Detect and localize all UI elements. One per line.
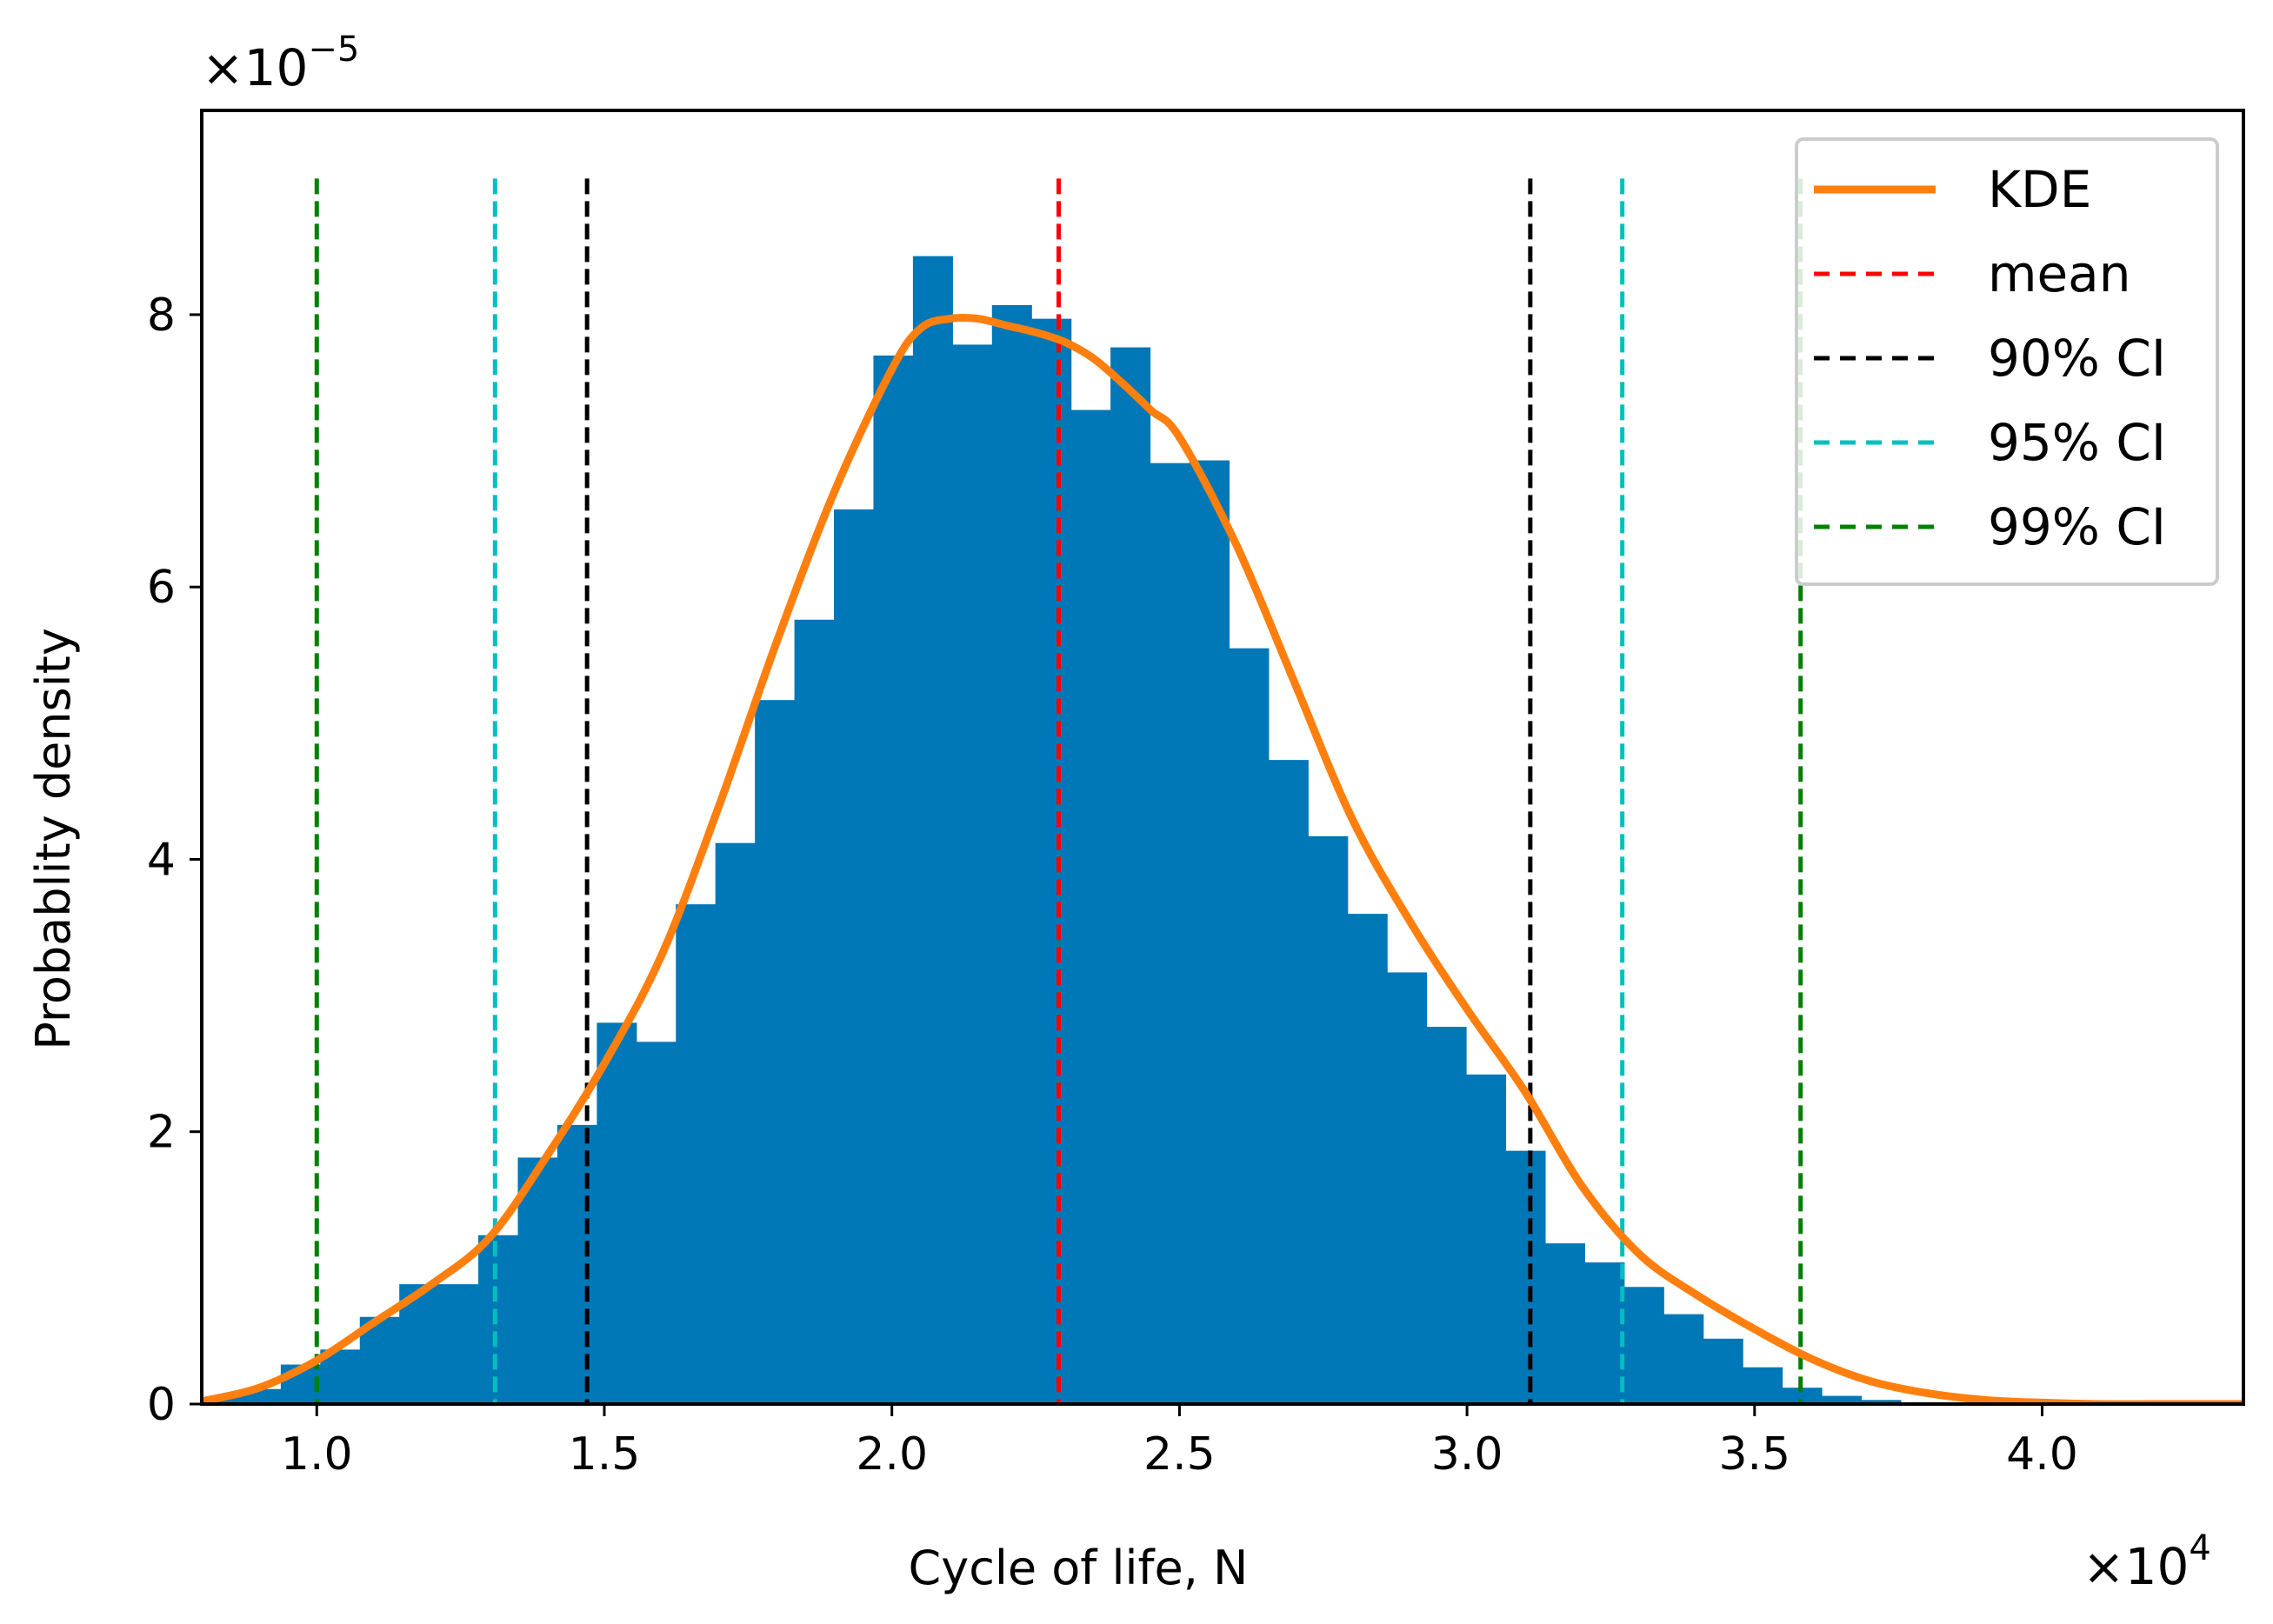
histogram-bar	[1347, 914, 1388, 1404]
histogram-bar	[1268, 760, 1309, 1404]
x-scale-factor: ×104	[2083, 1528, 2211, 1596]
histogram-bar	[912, 256, 953, 1404]
x-scale-exponent: 4	[2189, 1528, 2210, 1568]
legend: KDE mean 90% CI 95% CI 99% CI	[1795, 137, 2219, 586]
histogram-bar	[1031, 318, 1072, 1404]
y-tick-label: 6	[147, 562, 176, 614]
histogram-bar	[636, 1042, 677, 1404]
x-scale-base: ×10	[2083, 1537, 2189, 1596]
histogram-bar	[1150, 463, 1190, 1404]
histogram-bar	[1466, 1074, 1507, 1404]
y-scale-exponent: −5	[308, 30, 359, 70]
histogram-bar	[1782, 1388, 1823, 1404]
y-tick-label: 4	[147, 834, 176, 886]
histogram-bar	[1544, 1243, 1585, 1404]
x-axis-ticks: 1.0 1.5 2.0 2.5 3.0 3.5 4.0	[281, 1404, 2078, 1481]
histogram-bar	[1821, 1395, 1863, 1404]
x-tick-label: 2.5	[1143, 1428, 1216, 1481]
x-tick-label: 2.0	[856, 1428, 928, 1481]
histogram-bar	[1189, 460, 1230, 1404]
y-scale-base: ×10	[202, 38, 308, 97]
histogram-bar	[834, 509, 875, 1404]
histogram-bar	[1110, 347, 1151, 1404]
histogram-bar	[1703, 1338, 1743, 1404]
y-axis-ticks: 0 2 4 6 8	[147, 290, 202, 1431]
histogram-bar	[952, 344, 993, 1404]
y-scale-factor: ×10−5	[202, 30, 359, 97]
kde-curve	[202, 313, 2243, 1404]
legend-label-kde: KDE	[1988, 160, 2091, 219]
histogram-bar	[1070, 409, 1111, 1404]
histogram-bar	[438, 1284, 479, 1404]
plot-frame	[200, 109, 2245, 1406]
x-tick-label: 1.5	[569, 1428, 641, 1481]
legend-label-90-ci: 90% CI	[1988, 329, 2166, 388]
x-axis-label: Cycle of life, N	[909, 1541, 1249, 1595]
x-tick-label: 3.0	[1431, 1428, 1503, 1481]
histogram-bar	[478, 1235, 519, 1404]
histogram-bar	[557, 1124, 597, 1404]
y-tick-label: 0	[147, 1379, 176, 1431]
x-tick-label: 3.5	[1718, 1428, 1790, 1481]
histogram-bar	[676, 904, 717, 1404]
y-tick-label: 8	[147, 290, 176, 342]
histogram-bar	[1387, 972, 1428, 1404]
histogram-bar	[873, 355, 914, 1404]
histogram-bar	[991, 304, 1032, 1404]
kde-line	[202, 313, 2243, 1404]
histogram-bar	[1308, 835, 1349, 1404]
histogram-bar	[1426, 1027, 1467, 1404]
histogram-bar	[597, 1022, 637, 1404]
x-tick-label: 4.0	[2006, 1428, 2078, 1481]
histogram-bar	[715, 842, 756, 1404]
y-tick-label: 2	[147, 1107, 176, 1159]
y-axis-label: Probablity density	[26, 628, 81, 1050]
legend-label-99-ci: 99% CI	[1988, 497, 2166, 556]
histogram-bar	[755, 700, 796, 1404]
histogram-bar	[1743, 1367, 1783, 1404]
legend-box	[1795, 137, 2219, 586]
legend-label-mean: mean	[1988, 244, 2130, 303]
x-tick-label: 1.0	[281, 1428, 353, 1481]
histogram-bar	[794, 619, 835, 1404]
histogram-bar	[1663, 1314, 1704, 1404]
histogram-bar	[1623, 1287, 1664, 1404]
histogram-bar	[1229, 648, 1270, 1404]
histogram-bar	[1505, 1150, 1546, 1404]
histogram-bar	[1584, 1262, 1625, 1404]
histogram-bar	[517, 1157, 558, 1404]
histogram-bars	[202, 256, 1981, 1404]
legend-label-95-ci: 95% CI	[1988, 413, 2166, 472]
histogram-bar	[1861, 1400, 1902, 1404]
